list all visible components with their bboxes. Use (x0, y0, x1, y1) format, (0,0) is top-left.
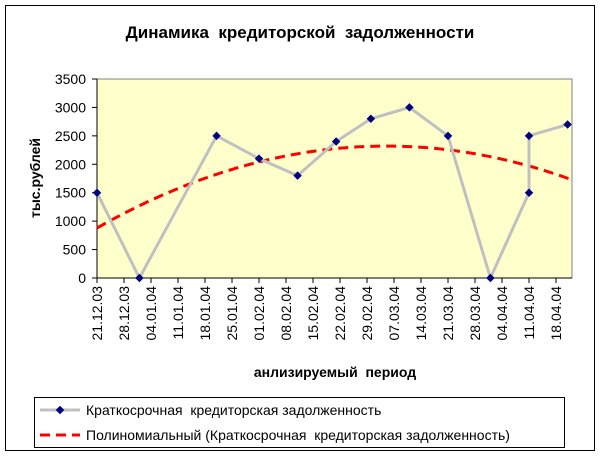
y-tick-label: 3500 (55, 71, 86, 87)
x-tick-label: 22.02.04 (332, 286, 348, 341)
x-tick-label: 14.03.04 (413, 286, 429, 341)
y-tick-label: 500 (63, 242, 87, 258)
data-point (443, 131, 453, 141)
data-point (212, 131, 221, 141)
y-axis-label: тыс.рублей (27, 138, 43, 218)
x-tick-label: 18.01.04 (197, 286, 213, 341)
chart-title: Динамика кредиторской задолженности (126, 23, 475, 42)
y-tick-label: 2000 (55, 156, 86, 172)
y-tick-label: 1500 (55, 185, 86, 201)
x-tick-label: 15.02.04 (305, 286, 321, 341)
x-tick-label: 28.03.04 (467, 286, 483, 341)
x-tick-label: 04.01.04 (143, 286, 159, 341)
x-tick-label: 29.02.04 (359, 286, 375, 341)
x-tick-label: 25.01.04 (224, 286, 240, 341)
data-point (135, 273, 144, 283)
legend-label-series: Краткосрочная кредиторская задолженность (86, 402, 381, 418)
data-point (405, 103, 414, 112)
data-point (293, 171, 302, 180)
y-tick-label: 0 (78, 270, 86, 286)
y-tick-label: 2500 (55, 128, 86, 144)
x-tick-label: 21.12.03 (89, 286, 105, 341)
plot-area (96, 78, 573, 279)
x-tick-label: 21.03.04 (440, 286, 456, 341)
trend-line (96, 144, 572, 230)
y-tick-label: 1000 (55, 213, 86, 229)
x-tick-label: 04.04.04 (494, 286, 510, 341)
legend-box (34, 397, 565, 448)
legend-label-trend: Полиномиальный (Краткосрочная кредиторск… (86, 427, 510, 443)
y-tick-label: 3000 (55, 99, 86, 115)
data-point (254, 154, 264, 163)
x-tick-label: 11.01.04 (170, 286, 186, 340)
x-tick-label: 08.02.04 (278, 286, 294, 341)
data-point (486, 273, 495, 283)
data-point (92, 188, 102, 197)
x-tick-label: 28.12.03 (116, 286, 132, 341)
x-tick-label: 18.04.04 (548, 286, 564, 341)
x-axis-label: анлизируемый период (254, 364, 416, 380)
data-point (366, 114, 376, 124)
x-tick-label: 07.03.04 (386, 286, 402, 341)
legend: Краткосрочная кредиторская задолженность… (34, 397, 565, 448)
x-tick-label: 11.04.04 (521, 286, 537, 340)
x-tick-label: 01.02.04 (251, 286, 267, 341)
legend-marker-icon (55, 405, 65, 415)
data-point (331, 137, 341, 146)
